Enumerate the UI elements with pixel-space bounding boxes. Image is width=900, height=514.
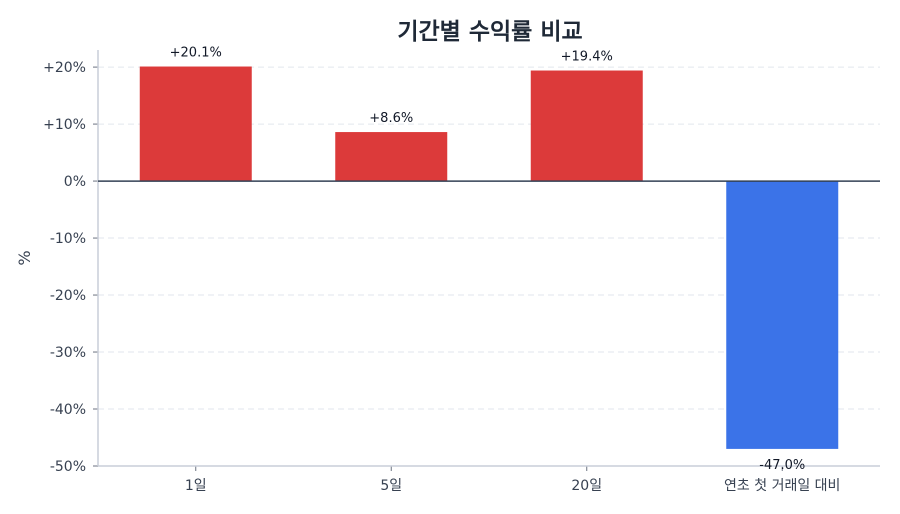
y-tick-label: +10%: [43, 117, 86, 133]
bar-4: [726, 181, 839, 449]
bar-1: [139, 66, 252, 182]
axes: [93, 50, 880, 471]
y-axis-label: %: [15, 250, 34, 265]
y-tick-label: -50%: [50, 459, 86, 475]
y-tick-label: -20%: [50, 288, 86, 304]
y-tick-label: -40%: [50, 402, 86, 418]
x-tick-label: 1일: [185, 478, 207, 494]
labels: +20% +10% 0% -10% -20% -30% -40% -50% +20.1% 1일 +8…: [15, 46, 840, 494]
x-tick-label: 5일: [380, 478, 402, 494]
bar-3: [530, 70, 643, 182]
y-tick-label: -10%: [50, 231, 86, 247]
y-tick-label: -30%: [50, 345, 86, 361]
x-tick-label: 20일: [571, 478, 602, 494]
bar-2: [335, 132, 448, 182]
chart-title: 기간별 수익률 비교: [397, 19, 583, 45]
bars: [139, 66, 839, 449]
y-tick-label: 0%: [64, 174, 86, 190]
x-tick-label: 연초 첫 거래일 대비: [724, 478, 840, 494]
data-label: -47.0%: [759, 458, 805, 473]
data-label: +19.4%: [561, 50, 613, 65]
data-label: +20.1%: [170, 46, 222, 61]
y-tick-label: +20%: [43, 60, 86, 76]
data-label: +8.6%: [369, 111, 413, 126]
